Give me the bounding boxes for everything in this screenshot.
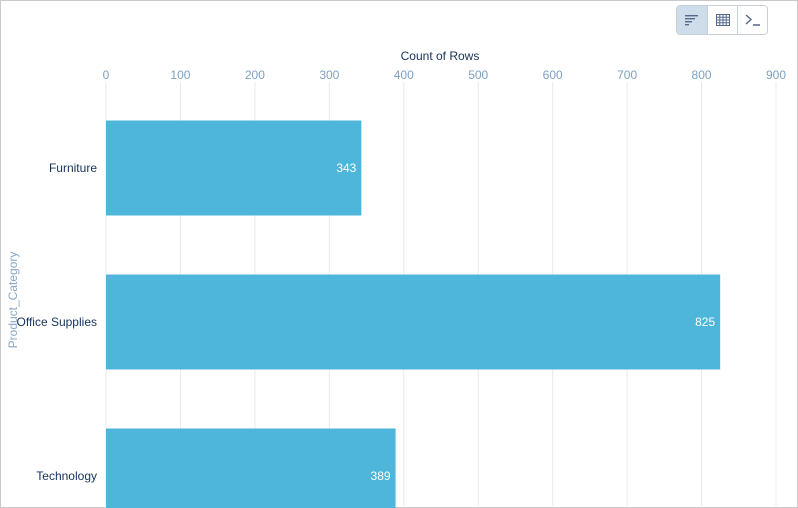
query-editor-button[interactable] xyxy=(737,6,767,34)
bar[interactable] xyxy=(106,428,396,508)
x-tick-label: 200 xyxy=(245,68,265,82)
x-tick-label: 600 xyxy=(543,68,563,82)
x-tick-label: 500 xyxy=(468,68,488,82)
x-tick-label: 300 xyxy=(319,68,339,82)
bars: 343 825 389 xyxy=(106,120,721,508)
bar-value-label: 343 xyxy=(336,161,356,175)
terminal-icon xyxy=(745,14,760,26)
bar[interactable] xyxy=(106,274,721,370)
category-label: Office Supplies xyxy=(17,315,98,329)
bar-chart-icon xyxy=(685,15,698,26)
x-tick-label: 800 xyxy=(692,68,712,82)
x-axis-ticks: 0 100 200 300 400 500 600 700 800 900 xyxy=(103,68,787,82)
bar-value-label: 389 xyxy=(371,469,391,483)
x-tick-label: 0 xyxy=(103,68,110,82)
category-label: Furniture xyxy=(49,161,97,175)
bar[interactable] xyxy=(106,120,362,216)
y-axis-title: Product_Category xyxy=(6,252,20,349)
view-toolbar xyxy=(676,5,768,35)
category-labels: Furniture Office Supplies Technology xyxy=(17,161,98,483)
x-tick-label: 400 xyxy=(394,68,414,82)
x-tick-label: 900 xyxy=(766,68,786,82)
x-tick-label: 100 xyxy=(170,68,190,82)
x-axis-title: Count of Rows xyxy=(401,49,480,63)
table-grid-icon xyxy=(715,14,730,26)
category-label: Technology xyxy=(36,469,97,483)
bar-chart-view-button[interactable] xyxy=(677,6,707,34)
table-view-button[interactable] xyxy=(707,6,737,34)
bar-value-label: 825 xyxy=(695,315,715,329)
x-tick-label: 700 xyxy=(617,68,637,82)
